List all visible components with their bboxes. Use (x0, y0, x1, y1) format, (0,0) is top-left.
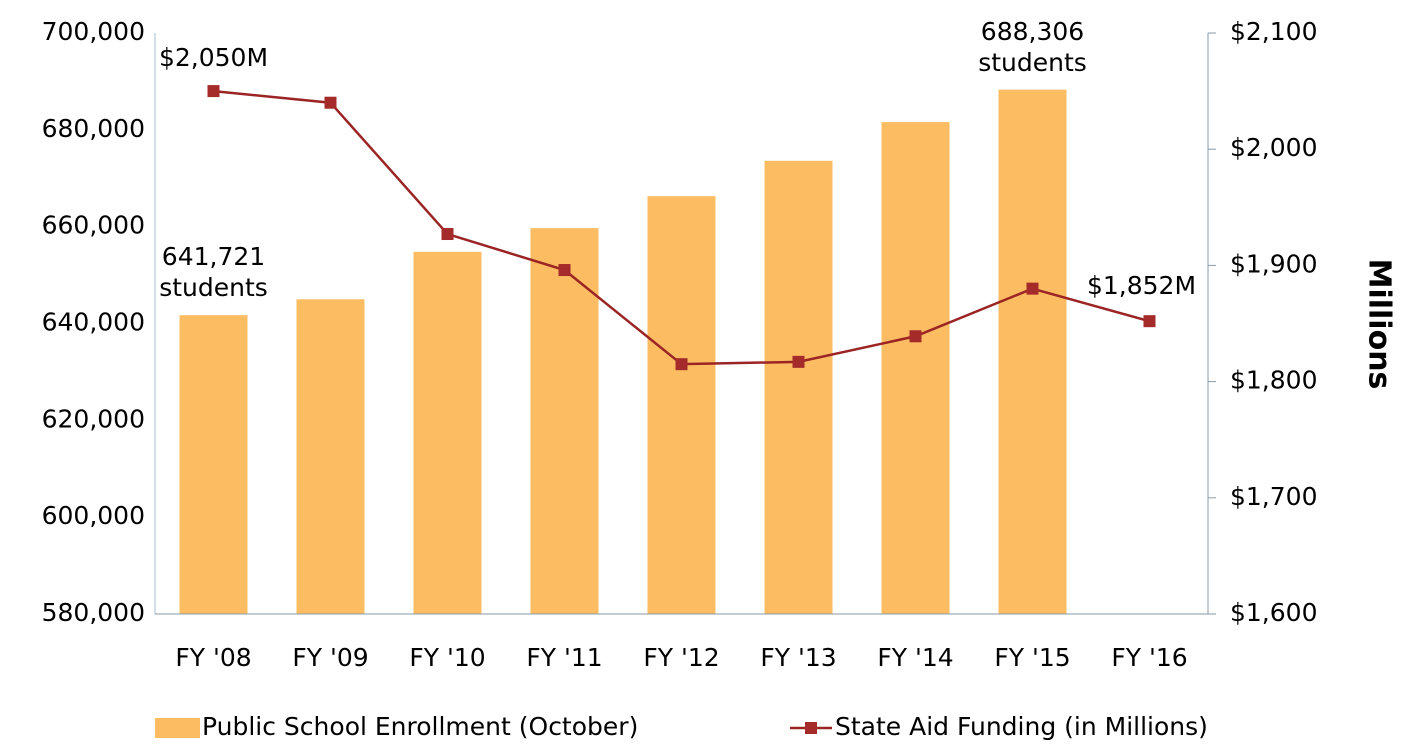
x-tick-label: FY '15 (994, 643, 1070, 672)
bar (647, 196, 716, 614)
y2-tick-label: $2,100 (1230, 17, 1317, 46)
bar (179, 315, 248, 614)
legend-swatch (155, 718, 200, 738)
x-tick-label: FY '13 (760, 643, 836, 672)
line-value-label: $2,050M (159, 43, 268, 72)
marker (792, 355, 805, 368)
x-tick-label: FY '11 (526, 643, 602, 672)
legend-label: State Aid Funding (in Millions) (835, 712, 1208, 741)
y2-tick-label: $1,800 (1230, 366, 1317, 395)
y-tick-label: 700,000 (42, 17, 145, 46)
marker (675, 358, 688, 371)
legend-swatch (805, 722, 817, 734)
x-tick-label: FY '08 (175, 643, 251, 672)
bar-value-label: 641,721 students (159, 242, 268, 303)
marker (558, 264, 571, 277)
y2-tick-label: $1,900 (1230, 249, 1317, 278)
marker (909, 330, 922, 343)
x-tick-label: FY '09 (292, 643, 368, 672)
bar (764, 160, 833, 614)
y2-axis-label: Millions (1362, 259, 1397, 390)
bar (296, 299, 365, 614)
line-value-label: $1,852M (1087, 271, 1196, 300)
bar (413, 251, 482, 615)
y-tick-label: 620,000 (42, 404, 145, 433)
y-tick-label: 680,000 (42, 114, 145, 143)
marker (441, 228, 454, 241)
marker (324, 96, 337, 109)
x-tick-label: FY '16 (1111, 643, 1187, 672)
legend-label: Public School Enrollment (October) (202, 712, 638, 741)
bar-value-label: 688,306 students (978, 16, 1087, 77)
x-tick-label: FY '12 (643, 643, 719, 672)
y2-tick-label: $2,000 (1230, 133, 1317, 162)
y-tick-label: 640,000 (42, 308, 145, 337)
bar (530, 228, 599, 614)
y-tick-label: 580,000 (42, 598, 145, 627)
x-tick-label: FY '14 (877, 643, 953, 672)
bar (881, 122, 950, 614)
y-tick-label: 600,000 (42, 501, 145, 530)
marker (1026, 282, 1039, 295)
y-tick-label: 660,000 (42, 211, 145, 240)
marker (207, 85, 220, 98)
y2-tick-label: $1,700 (1230, 482, 1317, 511)
bar (998, 89, 1067, 614)
marker (1143, 315, 1156, 328)
x-tick-label: FY '10 (409, 643, 485, 672)
y2-tick-label: $1,600 (1230, 598, 1317, 627)
